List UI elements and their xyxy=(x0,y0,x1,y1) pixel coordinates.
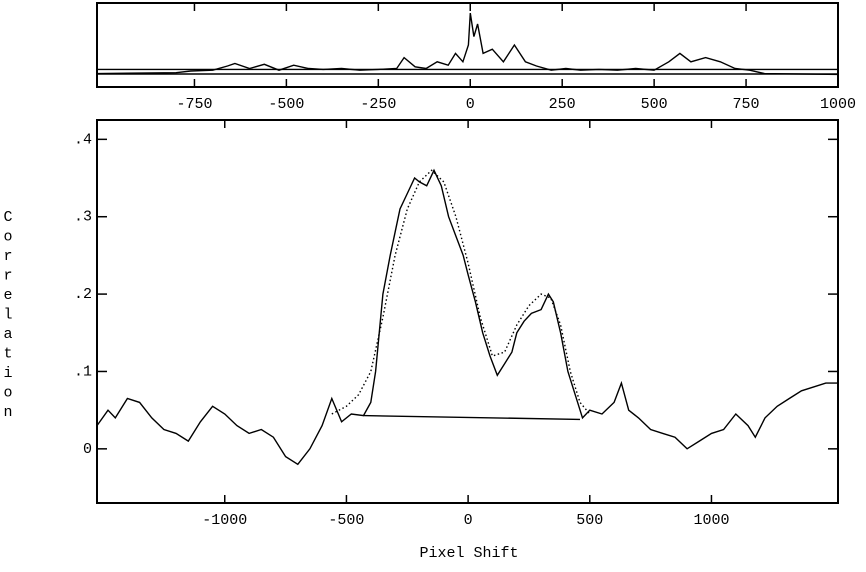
y-tick-label: 0 xyxy=(83,441,92,458)
x-tick-label: 0 xyxy=(464,512,473,529)
y-tick-label: .4 xyxy=(74,131,92,148)
x-tick-label: 500 xyxy=(641,96,668,113)
x-tick-label: 1000 xyxy=(820,96,856,113)
x-tick-label: -500 xyxy=(268,96,304,113)
x-tick-label: -750 xyxy=(176,96,212,113)
data-line xyxy=(363,414,581,421)
data-line xyxy=(96,12,839,76)
plot-frame xyxy=(96,119,839,504)
x-axis-label: Pixel Shift xyxy=(419,545,518,562)
x-tick-label: -1000 xyxy=(202,512,247,529)
data-line xyxy=(331,169,591,415)
x-tick-label: 1000 xyxy=(693,512,729,529)
data-line xyxy=(96,168,838,466)
x-tick-label: 750 xyxy=(733,96,760,113)
y-tick-label: .3 xyxy=(74,209,92,226)
x-tick-label: 500 xyxy=(576,512,603,529)
x-tick-label: -250 xyxy=(360,96,396,113)
plot-frame xyxy=(96,2,839,88)
x-tick-label: -500 xyxy=(328,512,364,529)
x-tick-label: 0 xyxy=(466,96,475,113)
x-tick-label: 250 xyxy=(549,96,576,113)
y-tick-label: .1 xyxy=(74,363,92,380)
y-tick-label: .2 xyxy=(74,286,92,303)
